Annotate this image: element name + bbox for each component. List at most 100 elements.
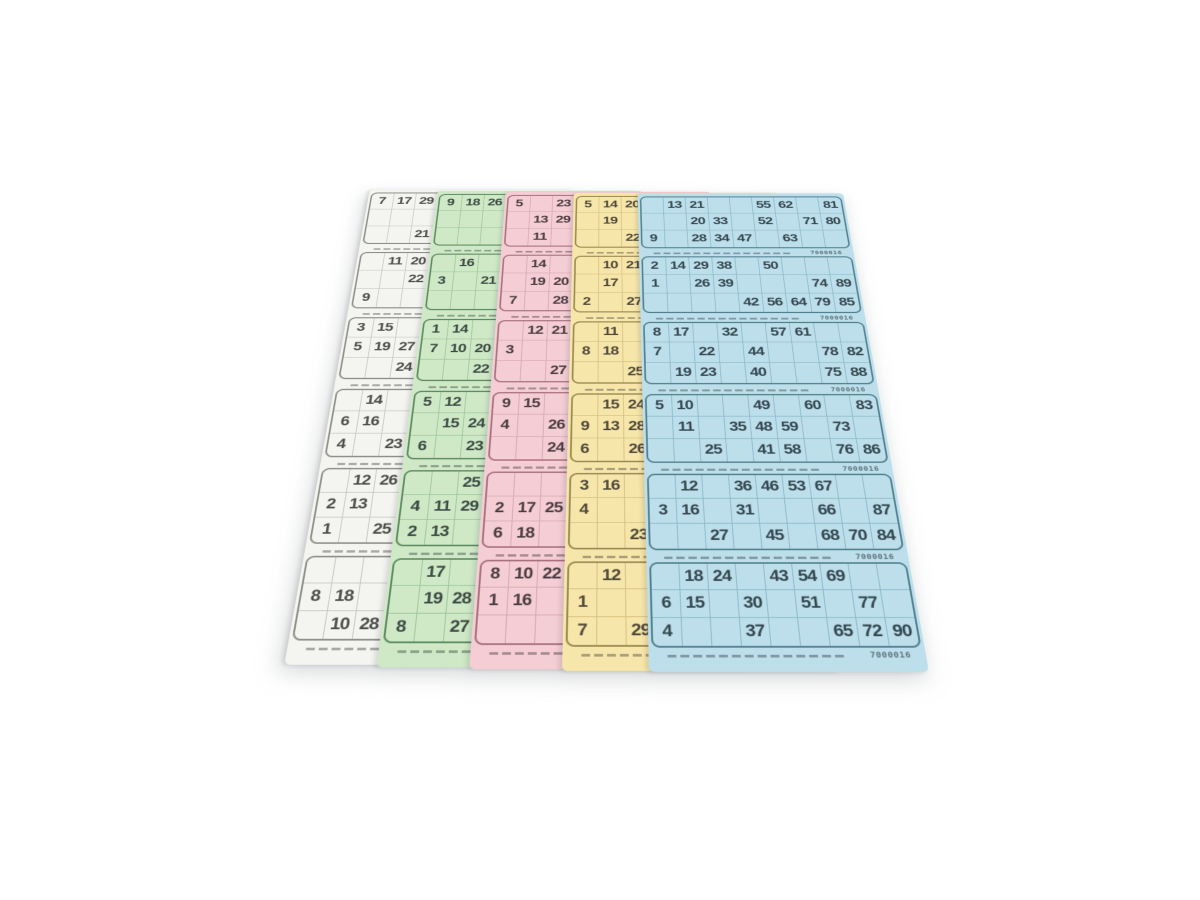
- ticket-cell-number: 2: [642, 257, 667, 276]
- ticket-cell-empty: [801, 416, 831, 439]
- ticket-cell-number: 16: [676, 498, 706, 524]
- ticket-cell-number: 29: [689, 257, 714, 276]
- ticket-cell-number: 19: [599, 213, 622, 230]
- ticket-cell-number: 79: [809, 293, 837, 312]
- ticket-cell-empty: [551, 228, 575, 246]
- ticket-cell-empty: [575, 256, 600, 275]
- ticket-cell-empty: [823, 590, 857, 618]
- ticket-cell-empty: [505, 615, 537, 644]
- ticket-cell-number: 39: [713, 275, 739, 294]
- ticket-cell-number: 54: [792, 563, 824, 591]
- ticket-cell-empty: [691, 293, 717, 312]
- ticket-cell-empty: [798, 617, 831, 646]
- ticket-cell-empty: [442, 359, 470, 380]
- ticket-cell-empty: [648, 475, 677, 499]
- ticket-cell-number: 53: [782, 475, 813, 499]
- ticket-cell-number: 77: [852, 590, 886, 618]
- ticket-cell-empty: [664, 230, 689, 248]
- ticket-cell-number: 22: [694, 342, 721, 363]
- ticket-cell-number: 17: [668, 323, 695, 343]
- ticket-cell-empty: [513, 472, 542, 497]
- ticket-cell-empty: [486, 472, 516, 497]
- ticket-cell-number: 64: [785, 293, 813, 312]
- ticket-cell-empty: [824, 395, 854, 417]
- ticket-cell-number: 1: [643, 275, 668, 294]
- ticket-cell-number: 2: [485, 496, 514, 522]
- ticket-cell-number: 9: [438, 194, 463, 212]
- ticket-cell-number: 23: [552, 195, 576, 213]
- ticket-cell-empty: [709, 590, 740, 618]
- ticket-cell-number: 6: [651, 590, 682, 618]
- ticket-cell-number: 48: [750, 416, 779, 439]
- ticket-cell-number: 43: [763, 563, 795, 591]
- ticket-cell-number: 14: [526, 255, 551, 274]
- ticket-blue-1: 13 21 55 62 81 20 33 52 71 80 9 28 34 47 63: [639, 196, 851, 249]
- ticket-cell-number: 1: [422, 320, 450, 340]
- fine-print-line: 7000016: [643, 315, 864, 322]
- ticket-cell-number: 18: [679, 563, 710, 591]
- ticket-cell-number: 12: [675, 475, 704, 499]
- ticket-cell-empty: [489, 436, 518, 460]
- ticket-cell-empty: [794, 362, 823, 383]
- ticket-cell-empty: [766, 590, 799, 618]
- ticket-cell-number: 12: [522, 321, 549, 341]
- ticket-cell-empty: [359, 253, 386, 271]
- ticket-cell-empty: [546, 340, 572, 361]
- ticket-cell-number: 11: [382, 253, 409, 271]
- ticket-cell-empty: [388, 586, 421, 614]
- ticket-cell-empty: [848, 563, 881, 591]
- ticket-cell-number: 7: [369, 193, 395, 210]
- ticket-cell-number: 16: [507, 587, 538, 616]
- ticket-cell-number: 30: [737, 590, 769, 618]
- ticket-cell-number: 23: [695, 362, 722, 383]
- ticket-cell-empty: [839, 498, 871, 524]
- ticket-cell-number: 76: [830, 438, 861, 462]
- ticket-cell-empty: [597, 589, 627, 617]
- ticket-cell-empty: [498, 321, 524, 341]
- ticket-cell-empty: [741, 323, 768, 343]
- fine-print-microtext: [664, 556, 835, 559]
- ticket-cell-number: 11: [598, 322, 624, 342]
- ticket-cell-number: 24: [542, 436, 570, 460]
- ticket-cell-empty: [781, 257, 808, 276]
- sheet-blue: 13 21 55 62 81 20 33 52 71 80 9 28 34 47 63 7000016 2 14 2…: [637, 193, 929, 672]
- ticket-cell-empty: [535, 615, 566, 644]
- ticket-cell-number: 68: [815, 523, 847, 549]
- ticket-cell-number: 72: [856, 617, 890, 646]
- ticket-cell-empty: [673, 438, 702, 462]
- ticket-cell-empty: [735, 257, 761, 276]
- ticket-grid: 8 17 32 57 61 7 22 44 78 82 19 23 40 75 88: [644, 323, 873, 383]
- ticket-cell-empty: [340, 357, 369, 378]
- ticket-cell-number: 62: [773, 197, 799, 214]
- ticket-cell-empty: [403, 471, 433, 496]
- ticket-cell-empty: [735, 563, 767, 591]
- ticket-cell-empty: [722, 395, 751, 417]
- ticket-cell-empty: [703, 498, 733, 524]
- ticket-cell-empty: [736, 275, 763, 294]
- ticket-cell-number: 16: [454, 254, 480, 273]
- ticket-cell-number: 4: [400, 495, 431, 520]
- ticket-cell-number: 3: [428, 272, 455, 291]
- ticket-cell-empty: [767, 342, 795, 363]
- ticket-cell-number: 65: [827, 617, 861, 646]
- ticket-cell-empty: [414, 613, 447, 642]
- ticket-cell-empty: [576, 213, 600, 230]
- ticket-serial: 7000016: [854, 553, 896, 562]
- ticket-cell-empty: [784, 498, 816, 524]
- ticket-cell-number: 15: [371, 318, 399, 338]
- ticket-blue-5: 12 36 46 53 67 3 16 31 66 87 27 45 68 70 84: [646, 473, 905, 551]
- ticket-cell-number: 3: [570, 474, 598, 499]
- ticket-cell-number: 90: [891, 622, 914, 641]
- ticket-cell-empty: [729, 197, 754, 214]
- ticket-cell-empty: [720, 362, 747, 383]
- fine-print-microtext: [667, 654, 849, 658]
- ticket-cell-number: 13: [342, 492, 374, 518]
- ticket-cell-number: 3: [496, 340, 523, 361]
- ticket-cell-number: 7: [420, 339, 448, 360]
- ticket-cell-empty: [710, 617, 742, 646]
- ticket-cell-empty: [434, 435, 463, 458]
- ticket-cell-empty: [667, 293, 693, 312]
- ticket-cell-number: 73: [827, 416, 857, 439]
- ticket-cell-number: 10: [444, 339, 472, 360]
